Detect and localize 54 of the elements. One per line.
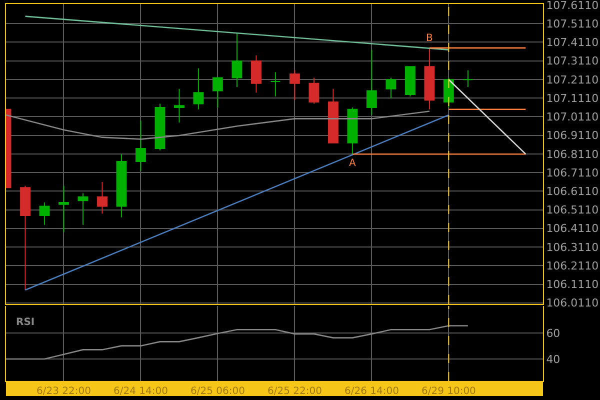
y-tick-label: 107.6110 — [546, 0, 599, 12]
y-tick-label: 107.5110 — [546, 17, 599, 30]
y-tick-label: 106.8110 — [546, 148, 599, 161]
y-tick-label: 106.1110 — [546, 278, 599, 292]
candlestick — [232, 32, 242, 88]
y-tick-label: 106.3110 — [546, 240, 599, 254]
candlestick — [212, 77, 223, 108]
y-tick-label: 106.4110 — [546, 222, 599, 236]
candlestick — [424, 47, 435, 110]
candlestick — [347, 107, 358, 155]
candlestick — [193, 68, 204, 110]
candlestick — [462, 70, 474, 88]
candlestick — [443, 77, 454, 108]
candlestick — [97, 182, 108, 214]
candlestick — [78, 192, 88, 226]
y-tick-label: 106.0110 — [546, 296, 599, 310]
candlestick — [251, 54, 262, 94]
annotation: A — [349, 158, 356, 169]
x-tick-label: 6/23 22:00 — [36, 386, 91, 397]
candlestick — [270, 72, 281, 97]
y-tick-label: 106.6110 — [546, 185, 599, 198]
candlestick — [308, 77, 320, 104]
y-tick-label: 107.3110 — [546, 54, 599, 68]
y-tick-label: 107.2110 — [546, 73, 599, 86]
annotation: B — [426, 33, 433, 44]
candlestick — [328, 88, 338, 144]
candlestick — [20, 185, 30, 291]
y-tick-label: 107.4110 — [546, 36, 599, 50]
y-tick-label: 106.9110 — [546, 129, 599, 142]
candlestick — [386, 77, 396, 99]
y-tick-label: 106.7110 — [546, 166, 599, 180]
y-tick-label: 106.2110 — [546, 259, 599, 272]
candlestick — [154, 103, 166, 151]
y-tick-label: 107.0110 — [546, 110, 599, 124]
x-tick-label: 6/26 14:00 — [344, 386, 399, 397]
candlestick — [136, 120, 146, 172]
candlestick — [58, 185, 69, 233]
y-tick-label: 106.5110 — [546, 204, 599, 217]
x-tick-label: 6/25 22:00 — [267, 386, 322, 397]
y-tick-label: 60 — [546, 327, 560, 340]
line-series — [6, 325, 469, 360]
x-tick-label: 6/25 06:00 — [190, 386, 245, 397]
x-tick-label: 6/29 10:00 — [421, 386, 476, 397]
candlestick — [404, 66, 416, 97]
x-tick-label: 6/24 14:00 — [114, 386, 168, 397]
text: RSI — [16, 317, 35, 328]
candlestick — [289, 70, 300, 101]
candlestick — [174, 88, 184, 123]
candlestick — [116, 154, 127, 218]
y-tick-label: 40 — [546, 352, 560, 366]
y-tick-label: 107.1110 — [546, 92, 599, 105]
candlestick — [366, 49, 377, 116]
candlestick — [39, 202, 50, 226]
line-series — [6, 110, 430, 140]
